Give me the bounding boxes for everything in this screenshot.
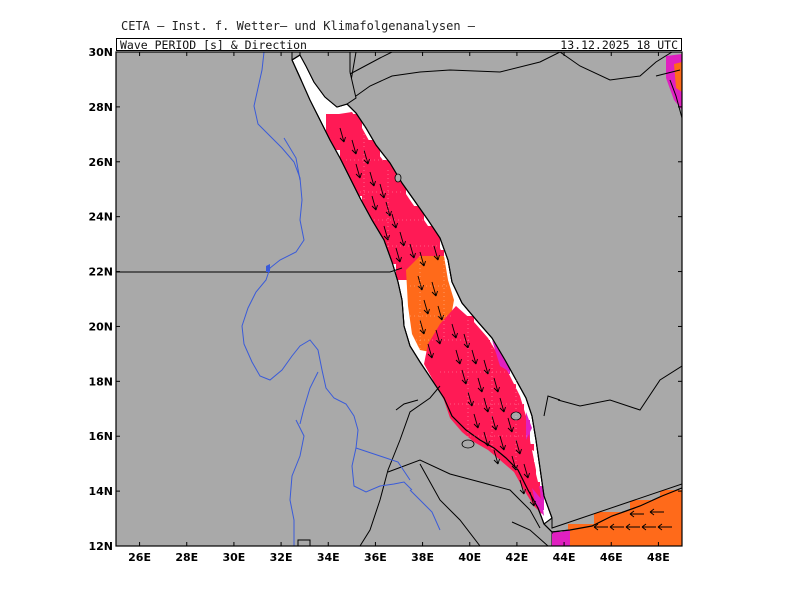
- direction-arrow: [371, 195, 378, 211]
- lon-tick-label: 28E: [175, 551, 198, 564]
- direction-arrow: [455, 349, 462, 365]
- direction-arrow: [433, 245, 440, 261]
- lat-tick-label: 20N: [88, 320, 113, 333]
- direction-arrow: [423, 299, 430, 315]
- direction-arrow: [511, 455, 518, 471]
- lon-tick-label: 48E: [647, 551, 670, 564]
- political-borders: [116, 52, 682, 546]
- cell-grid-dots: [346, 126, 530, 470]
- lon-tick-label: 26E: [128, 551, 151, 564]
- direction-arrow: [477, 377, 484, 393]
- direction-arrow: [431, 281, 438, 297]
- lat-tick-label: 26N: [88, 156, 113, 169]
- direction-arrow: [629, 510, 644, 518]
- direction-arrow: [395, 247, 402, 263]
- direction-arrow: [519, 479, 526, 495]
- direction-arrow: [649, 508, 664, 516]
- lon-tick-label: 44E: [553, 551, 576, 564]
- direction-arrow: [451, 323, 458, 339]
- direction-arrow: [657, 523, 672, 531]
- lat-tick-label: 22N: [88, 266, 113, 279]
- direction-arrow: [483, 431, 490, 447]
- lon-tick-label: 42E: [506, 551, 529, 564]
- lat-tick-label: 24N: [88, 211, 113, 224]
- direction-arrow: [625, 523, 640, 531]
- direction-arrow: [355, 163, 362, 179]
- direction-arrow: [641, 523, 656, 531]
- direction-arrow: [471, 349, 478, 365]
- lon-tick-label: 38E: [411, 551, 434, 564]
- direction-arrow: [491, 415, 498, 431]
- lon-tick-label: 34E: [317, 551, 340, 564]
- map-frame: [115, 51, 683, 547]
- rivers: [241, 52, 441, 546]
- direction-arrows: [339, 127, 672, 531]
- direction-arrow: [529, 491, 536, 507]
- axis-ticks: 26E 28E 30E 32E 34E 36E 38E 40E 42E 44E 46E 48E 12N 1…: [88, 46, 682, 564]
- direction-arrow: [463, 333, 470, 349]
- direction-arrow: [523, 463, 530, 479]
- direction-arrow: [483, 397, 490, 413]
- direction-arrow: [391, 213, 398, 229]
- lon-tick-label: 40E: [458, 551, 481, 564]
- direction-arrow: [383, 225, 390, 241]
- direction-arrow: [419, 319, 426, 335]
- direction-arrow: [507, 417, 514, 433]
- lake-nasser: [266, 264, 270, 272]
- direction-arrow: [483, 359, 490, 375]
- direction-arrow: [593, 523, 608, 531]
- direction-arrow: [351, 139, 358, 155]
- direction-arrow: [369, 171, 376, 187]
- direction-arrow: [473, 413, 480, 429]
- variable-title: Wave_PERIOD_[s]_&_Direction: [120, 38, 307, 52]
- lon-tick-label: 32E: [270, 551, 293, 564]
- direction-arrow: [499, 397, 506, 413]
- lat-tick-label: 30N: [88, 46, 113, 59]
- institution-header: CETA — Inst. f. Wetter— und Klimafolgena…: [121, 19, 476, 33]
- valid-time: 13.12.2025 18 UTC: [560, 38, 678, 52]
- dahlak-islands: [461, 439, 475, 449]
- direction-arrow: [515, 439, 522, 455]
- direction-arrow: [427, 343, 434, 359]
- direction-arrow: [499, 435, 506, 451]
- direction-arrow: [461, 369, 468, 385]
- lat-tick-label: 28N: [88, 101, 113, 114]
- direction-arrow: [409, 243, 416, 259]
- direction-arrow: [379, 183, 386, 199]
- direction-arrow: [399, 231, 406, 247]
- direction-arrow: [363, 149, 370, 165]
- sinai-land: [299, 52, 357, 108]
- direction-arrow: [493, 377, 500, 393]
- direction-arrow: [493, 449, 500, 465]
- lon-tick-label: 36E: [364, 551, 387, 564]
- lon-tick-label: 30E: [223, 551, 246, 564]
- lon-tick-label: 46E: [600, 551, 623, 564]
- direction-arrow: [419, 251, 426, 267]
- lat-tick-label: 14N: [88, 485, 113, 498]
- lat-tick-label: 12N: [88, 540, 113, 553]
- direction-arrow: [609, 523, 624, 531]
- plot-title-bar: Wave_PERIOD_[s]_&_Direction 13.12.2025 1…: [116, 38, 682, 52]
- lat-tick-label: 16N: [88, 430, 113, 443]
- lat-tick-label: 18N: [88, 375, 113, 388]
- direction-arrow: [339, 127, 346, 143]
- direction-arrow: [437, 305, 444, 321]
- direction-arrow: [435, 329, 442, 345]
